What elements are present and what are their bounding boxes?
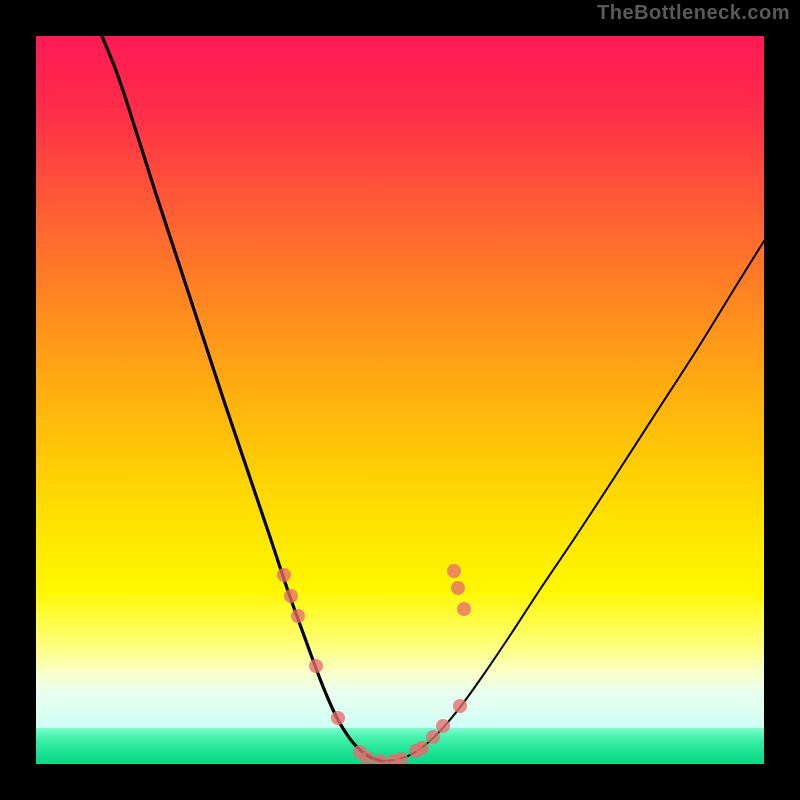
chart-container: TheBottleneck.com (0, 0, 800, 800)
marker-point (436, 719, 450, 733)
marker-point (457, 602, 471, 616)
curve-overlay (36, 36, 764, 764)
watermark-text: TheBottleneck.com (597, 2, 790, 25)
marker-point (453, 699, 467, 713)
marker-point (394, 752, 408, 764)
marker-point (284, 589, 298, 603)
marker-point (426, 730, 440, 744)
scatter-markers (277, 564, 471, 764)
plot-area (36, 36, 764, 764)
marker-point (331, 711, 345, 725)
marker-point (415, 741, 429, 755)
marker-point (291, 609, 305, 623)
marker-point (373, 754, 387, 764)
marker-point (309, 659, 323, 673)
curve-left-branch (102, 36, 381, 761)
marker-point (447, 564, 461, 578)
curve-right-branch (381, 241, 764, 761)
marker-point (277, 568, 291, 582)
marker-point (451, 581, 465, 595)
